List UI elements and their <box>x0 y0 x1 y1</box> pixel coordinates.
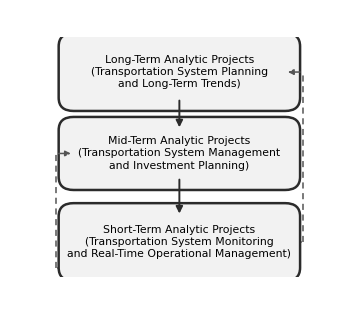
FancyBboxPatch shape <box>59 33 300 111</box>
Text: Mid-Term Analytic Projects
(Transportation System Management
and Investment Plan: Mid-Term Analytic Projects (Transportati… <box>78 136 280 171</box>
Text: Long-Term Analytic Projects
(Transportation System Planning
and Long-Term Trends: Long-Term Analytic Projects (Transportat… <box>91 55 268 90</box>
Text: Short-Term Analytic Projects
(Transportation System Monitoring
and Real-Time Ope: Short-Term Analytic Projects (Transporta… <box>67 225 291 259</box>
FancyBboxPatch shape <box>59 203 300 281</box>
FancyBboxPatch shape <box>59 117 300 190</box>
